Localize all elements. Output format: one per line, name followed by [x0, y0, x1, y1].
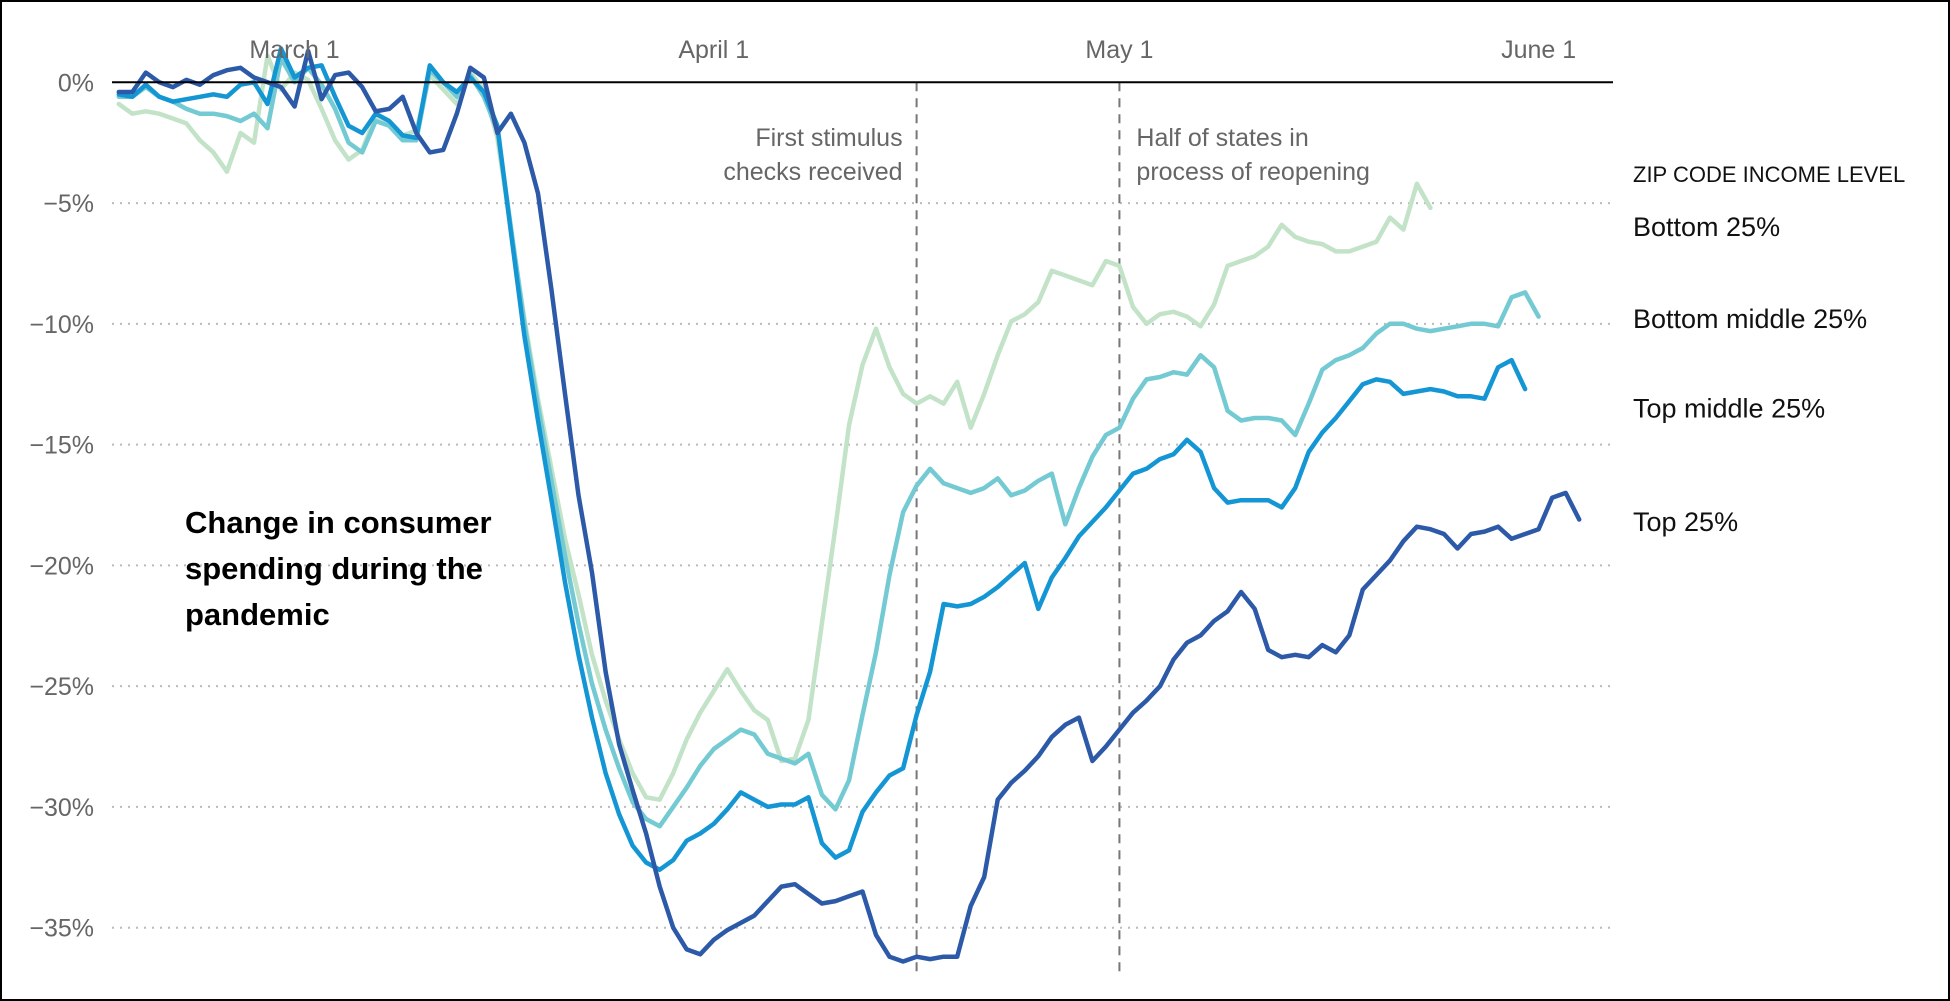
event-lines [915, 82, 1121, 976]
x-tick-label: April 1 [678, 36, 749, 64]
y-tick-label: −5% [43, 190, 94, 218]
series-line-2 [116, 46, 1528, 872]
chart-title: Change in consumer [185, 505, 492, 540]
y-tick-label: −20% [29, 552, 94, 580]
legend-title: ZIP CODE INCOME LEVEL [1633, 162, 1905, 187]
legend-label-3: Top 25% [1633, 507, 1738, 537]
x-tick-label: March 1 [249, 36, 339, 64]
annotation-reopening: Half of states in [1136, 124, 1308, 152]
y-tick-label: −10% [29, 311, 94, 339]
chart-title: pandemic [185, 597, 330, 632]
x-tick-label: June 1 [1501, 36, 1576, 64]
annotation-stimulus: checks received [723, 158, 902, 186]
y-tick-label: 0% [58, 69, 94, 97]
series-line-0 [116, 53, 1433, 802]
annotation-stimulus: First stimulus [755, 124, 902, 152]
text-labels: First stimulus checks received Half of sta… [185, 124, 1905, 632]
series-line-1 [116, 55, 1541, 829]
y-tick-label: −25% [29, 673, 94, 701]
grid-lines: 0% −5% −10% −15% −20% −25% −30% −35% [29, 69, 1613, 943]
legend-label-0: Bottom 25% [1633, 212, 1780, 242]
legend-label-2: Top middle 25% [1633, 393, 1825, 423]
legend-label-1: Bottom middle 25% [1633, 304, 1867, 334]
chart-title: spending during the [185, 551, 483, 586]
annotation-reopening: process of reopening [1136, 158, 1369, 186]
series-lines [116, 46, 1582, 964]
series-line-3 [116, 48, 1582, 964]
y-tick-label: −15% [29, 432, 94, 460]
x-tick-label: May 1 [1085, 36, 1153, 64]
y-tick-label: −35% [29, 915, 94, 943]
y-tick-label: −30% [29, 794, 94, 822]
axis: March 1 April 1 May 1 June 1 [112, 36, 1613, 84]
